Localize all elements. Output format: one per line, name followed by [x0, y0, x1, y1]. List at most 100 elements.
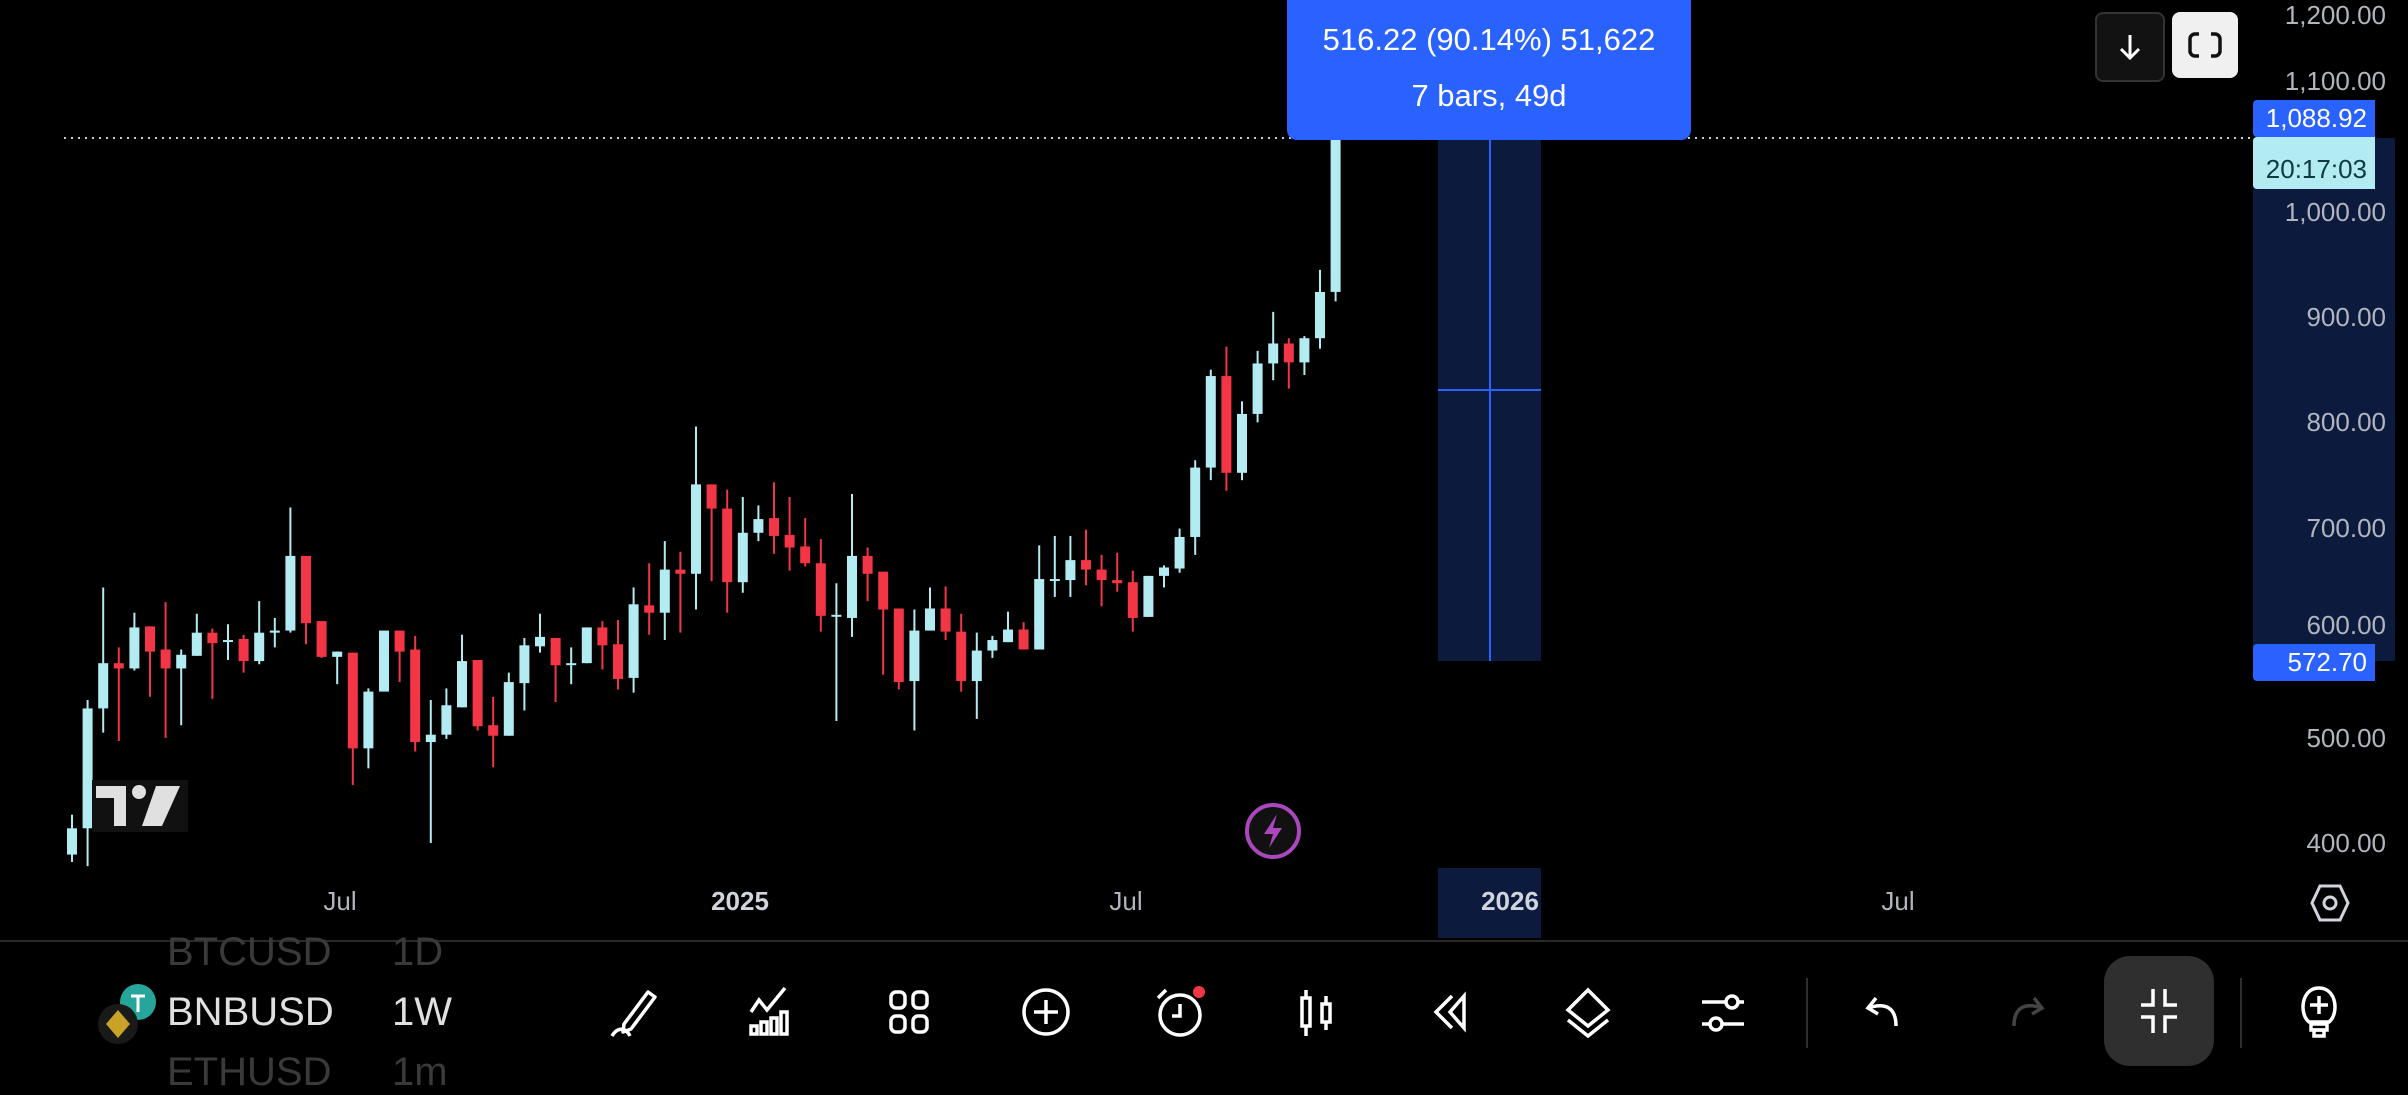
candle[interactable]: [675, 551, 686, 633]
symbol-current[interactable]: BNBUSD: [167, 990, 334, 1034]
ideas-button[interactable]: [2285, 978, 2353, 1046]
candle[interactable]: [987, 635, 998, 658]
candle[interactable]: [1268, 311, 1279, 381]
candle[interactable]: [722, 489, 733, 613]
candle[interactable]: [1143, 575, 1154, 617]
candle[interactable]: [691, 426, 701, 610]
candle[interactable]: [1065, 535, 1076, 597]
replay-button[interactable]: [1418, 978, 1486, 1046]
candle[interactable]: [1299, 336, 1310, 376]
lightning-icon[interactable]: [1244, 802, 1302, 860]
candle[interactable]: [191, 613, 202, 656]
candle[interactable]: [862, 547, 873, 602]
candle[interactable]: [1049, 535, 1060, 597]
candle[interactable]: [1112, 552, 1123, 592]
candle[interactable]: [1003, 611, 1013, 643]
symbol-next[interactable]: ETHUSD: [167, 1050, 332, 1094]
candle[interactable]: [316, 621, 327, 658]
candle[interactable]: [223, 624, 233, 661]
candle[interactable]: [971, 632, 982, 719]
candle[interactable]: [535, 613, 545, 653]
candle[interactable]: [628, 587, 639, 693]
alerts-button[interactable]: [1146, 978, 1214, 1046]
interval-next[interactable]: 1m: [392, 1050, 448, 1094]
candle[interactable]: [301, 555, 311, 645]
candle[interactable]: [519, 637, 530, 711]
candle[interactable]: [425, 699, 436, 844]
drawing-tools-button[interactable]: [600, 978, 668, 1046]
candle[interactable]: [98, 587, 109, 733]
candle[interactable]: [1174, 528, 1185, 573]
candle[interactable]: [410, 635, 421, 752]
symbol-previous[interactable]: BTCUSD: [167, 930, 332, 974]
candle[interactable]: [269, 617, 280, 648]
candle[interactable]: [1237, 401, 1247, 481]
candle[interactable]: [847, 493, 857, 637]
candle[interactable]: [893, 608, 904, 690]
candle[interactable]: [956, 613, 967, 692]
candle[interactable]: [67, 814, 77, 862]
candle[interactable]: [1205, 369, 1216, 481]
layouts-button[interactable]: [875, 978, 943, 1046]
candle[interactable]: [379, 630, 389, 692]
fullscreen-button[interactable]: [2172, 12, 2238, 78]
candle[interactable]: [925, 587, 935, 631]
candle[interactable]: [347, 652, 358, 786]
interval-previous[interactable]: 1D: [392, 930, 444, 974]
chart-type-button[interactable]: [1282, 978, 1350, 1046]
candle[interactable]: [878, 571, 889, 675]
interval-current[interactable]: 1W: [392, 990, 452, 1034]
candle[interactable]: [254, 601, 265, 665]
candle[interactable]: [332, 651, 343, 685]
indicators-button[interactable]: [737, 978, 805, 1046]
candle[interactable]: [1081, 529, 1091, 586]
candle[interactable]: [737, 497, 748, 593]
redo-button[interactable]: [1990, 978, 2058, 1046]
candle[interactable]: [613, 620, 623, 690]
candle[interactable]: [1315, 269, 1325, 349]
candle[interactable]: [1221, 346, 1232, 491]
candle[interactable]: [800, 518, 811, 567]
candle[interactable]: [1190, 460, 1201, 555]
exit-fullscreen-button[interactable]: [2104, 956, 2214, 1066]
candle[interactable]: [207, 628, 218, 699]
candle[interactable]: [129, 612, 140, 671]
candle[interactable]: [1034, 545, 1045, 650]
candle[interactable]: [597, 621, 608, 670]
candle[interactable]: [1330, 118, 1341, 302]
undo-button[interactable]: [1852, 978, 1920, 1046]
candle[interactable]: [940, 586, 951, 641]
candle[interactable]: [238, 634, 249, 673]
candle[interactable]: [769, 482, 779, 554]
candle[interactable]: [659, 541, 670, 641]
candle[interactable]: [815, 539, 826, 632]
candle[interactable]: [363, 688, 374, 769]
price-chart[interactable]: [0, 0, 2408, 940]
candle[interactable]: [909, 609, 920, 731]
scroll-to-latest-button[interactable]: [2095, 12, 2165, 82]
candle[interactable]: [1018, 622, 1029, 650]
axis-settings-icon[interactable]: [2309, 882, 2351, 924]
candle[interactable]: [160, 602, 171, 738]
candle[interactable]: [113, 647, 124, 742]
candle[interactable]: [753, 505, 764, 542]
candle[interactable]: [1283, 338, 1294, 389]
add-button[interactable]: [1012, 978, 1080, 1046]
candle[interactable]: [503, 672, 514, 736]
candle[interactable]: [1252, 350, 1263, 423]
candle[interactable]: [145, 626, 155, 697]
candle[interactable]: [82, 699, 93, 867]
candle[interactable]: [394, 630, 405, 683]
settings-button[interactable]: [1690, 978, 1758, 1046]
candle[interactable]: [472, 660, 483, 731]
candle[interactable]: [1159, 565, 1169, 588]
candle[interactable]: [1096, 554, 1107, 607]
candle[interactable]: [441, 688, 452, 739]
candle[interactable]: [784, 497, 795, 571]
candle[interactable]: [706, 484, 717, 582]
candle[interactable]: [566, 647, 577, 685]
candle[interactable]: [550, 637, 561, 703]
candle[interactable]: [488, 696, 499, 768]
candle[interactable]: [457, 634, 467, 708]
candle[interactable]: [176, 649, 187, 726]
